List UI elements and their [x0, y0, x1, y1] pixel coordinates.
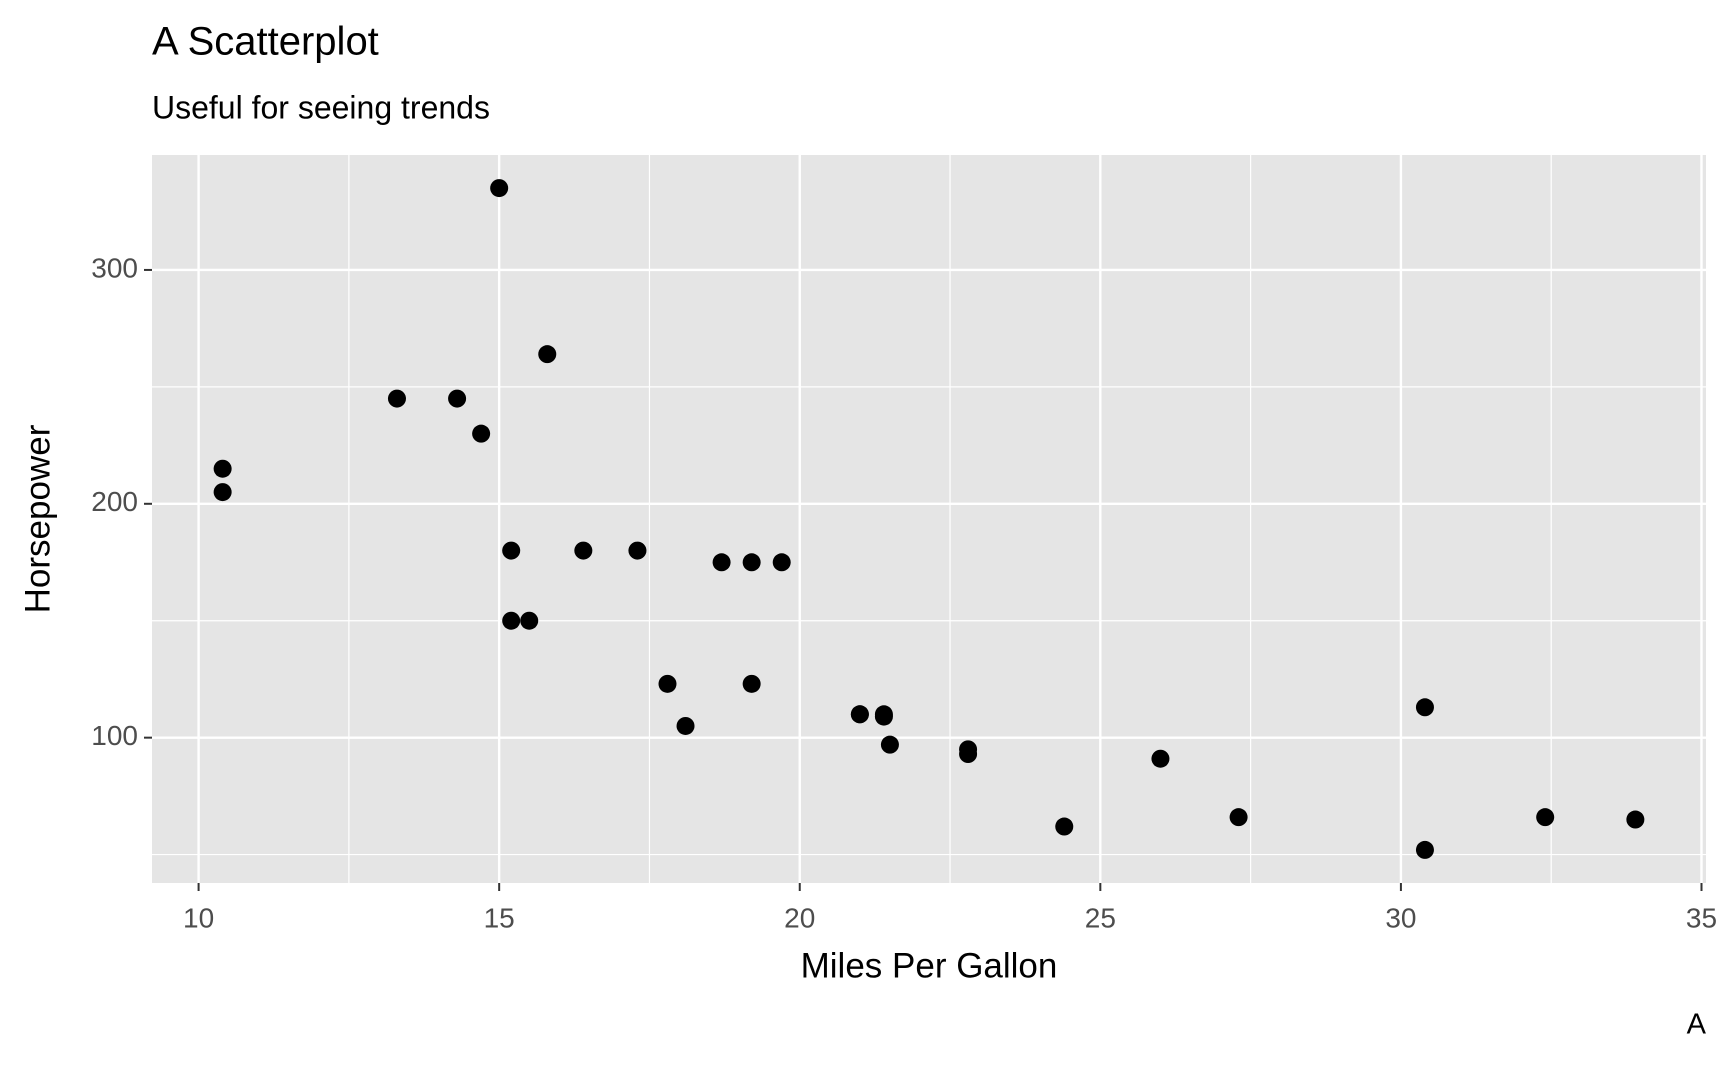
point	[742, 553, 761, 572]
point	[502, 541, 521, 560]
point	[1055, 817, 1074, 836]
point	[772, 553, 791, 572]
x-tick-label: 20	[784, 902, 815, 933]
caption: A	[1687, 1009, 1707, 1041]
y-tick-label: 300	[91, 252, 138, 283]
point	[850, 705, 869, 724]
point	[490, 179, 509, 198]
point	[742, 674, 761, 693]
point	[880, 735, 899, 754]
point	[472, 424, 491, 443]
x-tick-label: 30	[1385, 902, 1416, 933]
plot-panel	[152, 155, 1706, 883]
point	[676, 716, 695, 735]
y-axis-title: Horsepower	[18, 424, 57, 613]
x-tick-label: 15	[484, 902, 515, 933]
point	[448, 389, 467, 408]
point	[520, 611, 539, 630]
x-tick-label: 25	[1085, 902, 1116, 933]
y-tick-label: 100	[91, 720, 138, 751]
point	[658, 674, 677, 693]
point	[502, 611, 521, 630]
point	[213, 483, 232, 502]
point	[1229, 808, 1248, 827]
point	[959, 740, 978, 759]
point	[574, 541, 593, 560]
x-tick-label: 35	[1686, 902, 1717, 933]
point	[538, 345, 557, 364]
point	[1415, 840, 1434, 859]
chart-title: A Scatterplot	[152, 20, 379, 64]
point	[1626, 810, 1645, 829]
point	[1151, 749, 1170, 768]
x-axis-title: Miles Per Gallon	[801, 946, 1058, 985]
chart-subtitle: Useful for seeing trends	[152, 89, 490, 125]
point	[874, 707, 893, 726]
point	[1536, 808, 1555, 827]
point	[628, 541, 647, 560]
point	[387, 389, 406, 408]
point	[1415, 698, 1434, 717]
point	[712, 553, 731, 572]
y-tick-label: 200	[91, 486, 138, 517]
point	[213, 459, 232, 478]
x-tick-label: 10	[183, 902, 214, 933]
